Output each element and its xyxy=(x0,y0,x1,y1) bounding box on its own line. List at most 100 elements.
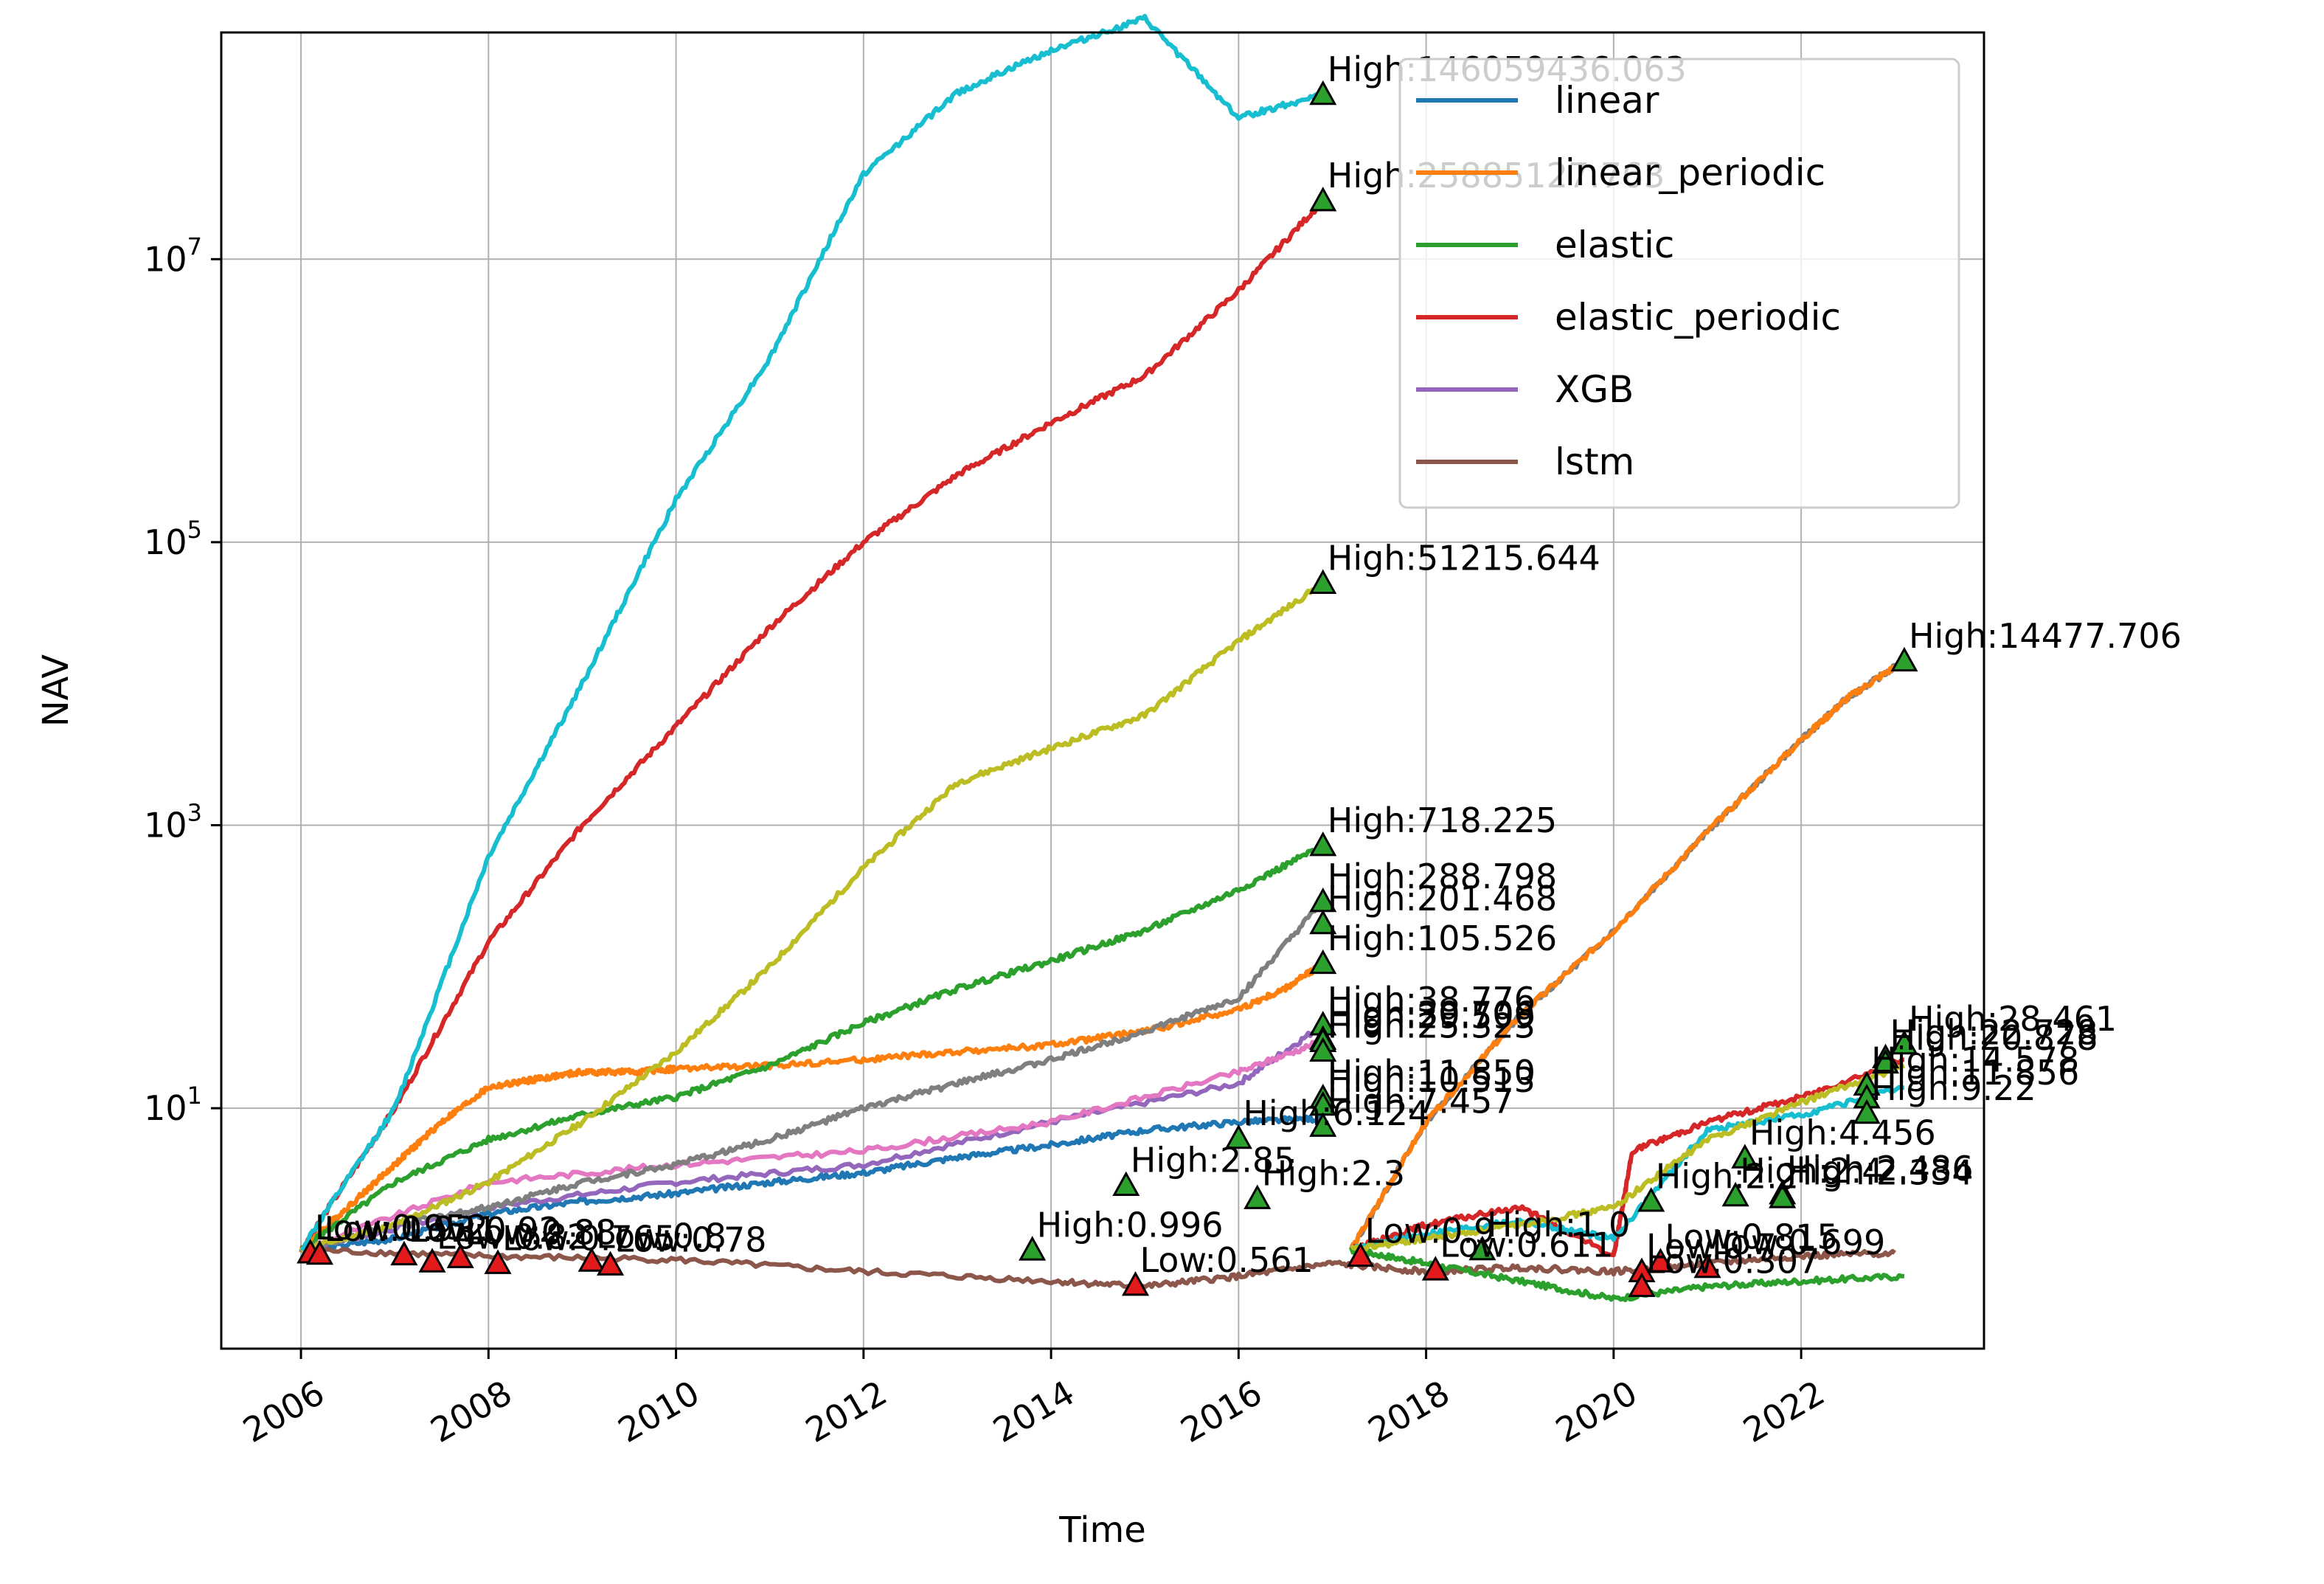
high-marker xyxy=(1309,80,1337,106)
high-marker xyxy=(1309,831,1337,857)
y-tick-base: 10 xyxy=(144,522,187,562)
legend-label: lstm xyxy=(1555,440,1634,483)
low-label: Low:0.88 xyxy=(465,1213,617,1253)
high-label: High:22.728 xyxy=(1890,1013,2098,1053)
high-marker xyxy=(1309,1037,1337,1062)
low-label: Low:0.8 xyxy=(596,1216,726,1256)
high-label: High:30.706 xyxy=(1328,995,1536,1034)
series-line xyxy=(1349,1057,1904,1258)
low-marker xyxy=(1646,1248,1674,1273)
high-marker xyxy=(1890,646,1918,672)
low-marker xyxy=(1693,1253,1721,1279)
high-marker xyxy=(1309,186,1337,212)
high-marker xyxy=(1637,1187,1665,1212)
legend-label: elastic_periodic xyxy=(1555,296,1841,339)
low-label: Low:0.307 xyxy=(1646,1242,1820,1282)
high-label: High:105.526 xyxy=(1328,919,1557,958)
y-tick-base: 10 xyxy=(144,806,187,845)
y-axis-label: NAV xyxy=(35,654,77,727)
high-marker xyxy=(1309,569,1337,594)
low-marker xyxy=(1421,1256,1449,1281)
high-marker xyxy=(1019,1236,1047,1261)
low-label: Low:0.92 xyxy=(409,1210,561,1250)
high-marker xyxy=(1309,909,1337,935)
series-lines xyxy=(299,13,1907,1302)
y-tick-exponent: 7 xyxy=(187,232,202,260)
high-label: High:11.850 xyxy=(1328,1053,1536,1093)
high-label: High:28.461 xyxy=(1909,999,2117,1039)
high-marker xyxy=(1853,1099,1881,1124)
low-marker xyxy=(418,1248,446,1273)
high-marker xyxy=(1243,1184,1272,1209)
high-marker xyxy=(1731,1144,1759,1169)
high-label: High:6.124 xyxy=(1243,1093,1429,1133)
high-label: High:2.3 xyxy=(1262,1154,1405,1194)
high-label: High:51215.644 xyxy=(1328,539,1600,578)
series-line xyxy=(299,581,1324,1253)
high-label: High:11.856 xyxy=(1871,1053,2079,1093)
series-line xyxy=(299,900,1325,1254)
series-line xyxy=(1349,659,1907,1251)
y-tick-label: 105 xyxy=(144,516,202,562)
low-label: Low:0.952 xyxy=(315,1208,488,1248)
y-tick-base: 10 xyxy=(144,239,187,279)
low-label: Low:0.9 xyxy=(1365,1211,1496,1251)
low-label: Low:0.699 xyxy=(1712,1222,1885,1262)
series-line xyxy=(299,1113,1325,1253)
low-label: Low:0.82 xyxy=(437,1217,589,1256)
high-label: High:14477.706 xyxy=(1909,616,2182,656)
legend-label: linear_periodic xyxy=(1555,151,1825,194)
low-marker xyxy=(484,1249,512,1274)
low-marker xyxy=(1121,1270,1150,1296)
high-label: High:20.878 xyxy=(1890,1018,2098,1058)
high-label: High:10.513 xyxy=(1328,1060,1536,1100)
high-label: High:7.457 xyxy=(1328,1082,1514,1121)
legend-label: linear xyxy=(1555,79,1659,122)
high-label: High:38.776 xyxy=(1328,980,1536,1020)
y-tick-label: 103 xyxy=(144,799,202,845)
y-tick-label: 101 xyxy=(144,1082,202,1128)
high-label: High:2.4 xyxy=(1740,1151,1883,1191)
high-marker xyxy=(1309,1112,1337,1137)
low-label: Low:0.815 xyxy=(1665,1217,1838,1256)
high-marker xyxy=(1112,1171,1140,1196)
high-marker xyxy=(1769,1183,1797,1208)
high-label: High:288.798 xyxy=(1328,857,1557,896)
legend-label: elastic xyxy=(1555,224,1674,266)
plot-frame xyxy=(220,31,1985,1350)
high-marker xyxy=(1224,1124,1252,1149)
low-marker xyxy=(1347,1242,1375,1267)
y-tick-exponent: 5 xyxy=(187,516,202,544)
high-label: High:25.323 xyxy=(1328,1006,1536,1046)
low-label: Low:0.611 xyxy=(1440,1225,1613,1265)
high-label: High:718.225 xyxy=(1328,800,1557,840)
series-line xyxy=(300,13,1325,1251)
low-label: Low:0.765 xyxy=(502,1219,676,1259)
low-label: Low:0.78 xyxy=(615,1220,767,1260)
high-marker xyxy=(1309,949,1337,975)
y-tick-exponent: 1 xyxy=(187,1082,202,1110)
low-marker xyxy=(446,1243,474,1268)
low-label: Low:0.7 xyxy=(1646,1227,1777,1267)
series-line xyxy=(299,199,1325,1251)
high-label: High:9.22 xyxy=(1871,1068,2036,1108)
high-label: High:201.468 xyxy=(1328,879,1557,919)
high-label: High:2.2 xyxy=(1656,1156,1799,1196)
low-marker xyxy=(597,1251,625,1276)
series-line xyxy=(299,1245,1896,1290)
y-tick-exponent: 3 xyxy=(187,799,202,827)
series-line xyxy=(1349,1246,1904,1302)
low-marker xyxy=(305,1239,334,1265)
high-label: High:2.334 xyxy=(1787,1152,1974,1192)
annotation-markers xyxy=(296,80,1918,1298)
legend-label: XGB xyxy=(1555,368,1634,411)
series-line xyxy=(1350,1085,1905,1254)
low-marker xyxy=(577,1247,606,1272)
low-label: Low:0.931 xyxy=(324,1209,497,1249)
high-label: High:2.486 xyxy=(1787,1149,1974,1189)
legend-box xyxy=(1398,58,1960,509)
annotation-labels: High:146059436.063High:25885127.763High:… xyxy=(315,49,2182,1282)
